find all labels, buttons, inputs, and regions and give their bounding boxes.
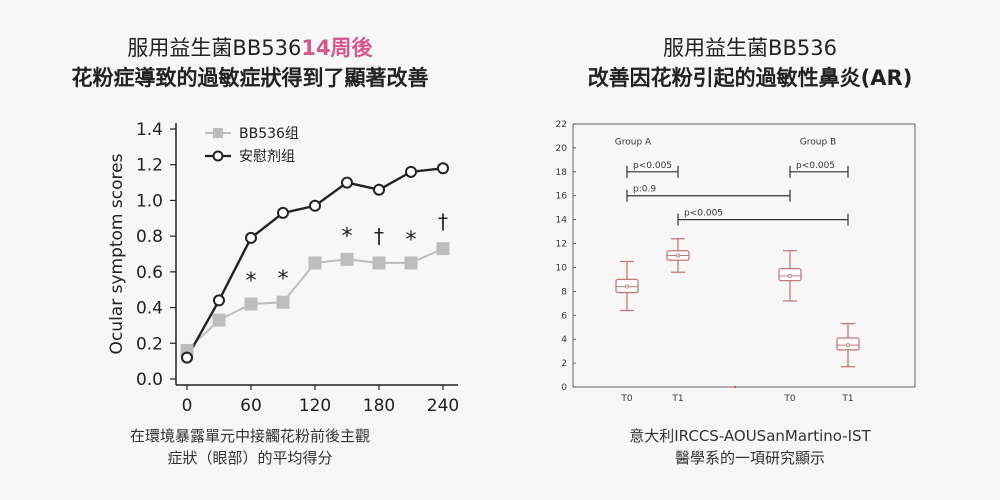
box-mean-point: [845, 343, 851, 348]
box-y-tick-label: 18: [556, 168, 568, 178]
line-chart: 0.0 0.2 0.4 0.6 0.8 1.0 1.2 1.4 0 60 120 180 240 Ocul…: [107, 120, 459, 416]
group-a-label: Group A: [615, 137, 652, 147]
bb536-data-point: [244, 297, 258, 311]
right-title-line2: 改善因花粉引起的過敏性鼻炎(AR): [587, 66, 913, 90]
bb536-data-point: [340, 252, 354, 266]
bb536-data-point: [308, 256, 322, 270]
y-axis-label: Ocular symptom scores: [107, 153, 127, 354]
box-y-tick-label: 16: [556, 192, 568, 202]
x-tick-label: 240: [427, 396, 459, 416]
bb536-data-point: [436, 242, 450, 256]
bb536-data-point: [372, 256, 386, 270]
left-title-text: 服用益生菌BB536: [127, 36, 302, 60]
legend-bb536-label: BB536组: [239, 126, 299, 142]
p-value-label: p<0.005: [633, 161, 672, 171]
right-caption-line1: 意大利IRCCS-AOUSanMartino-IST: [629, 427, 871, 445]
significance-marker: *: [278, 267, 289, 292]
right-title: 服用益生菌BB536 改善因花粉引起的過敏性鼻炎(AR): [500, 33, 1000, 93]
bb536-data-point: [404, 256, 418, 270]
bb536-data-point: [276, 295, 290, 309]
box-y-tick-label: 12: [556, 240, 567, 250]
x-tick-label: 0: [182, 396, 193, 416]
placebo-data-point: [181, 351, 193, 364]
box-mean-point: [624, 284, 630, 289]
x-tick-label: 120: [299, 396, 331, 416]
axis-dot: [733, 385, 737, 389]
placebo-data-point: [245, 231, 257, 244]
y-tick-label: 0.0: [136, 370, 163, 390]
box-y-tick-label: 2: [561, 359, 567, 369]
y-tick-label: 1.4: [136, 120, 163, 140]
legend-placebo-marker: [212, 150, 224, 162]
box-y-tick-label: 14: [556, 216, 568, 226]
box-x-label: T0: [620, 394, 632, 404]
placebo-data-point: [437, 162, 449, 175]
left-title: 服用益生菌BB53614周後 花粉症導致的過敏症狀得到了顯著改善: [0, 33, 500, 93]
placebo-data-point: [341, 176, 353, 189]
left-caption-line1: 在環境暴露單元中接觸花粉前後主觀: [129, 427, 370, 445]
box-plot-frame: [572, 123, 916, 388]
left-title-line1: 服用益生菌BB53614周後: [0, 33, 500, 63]
significance-marker: *: [246, 269, 257, 294]
bb536-data-point: [212, 313, 226, 327]
left-title-accent: 14周後: [301, 36, 373, 60]
placebo-data-point: [373, 183, 385, 196]
box-y-tick-label: 10: [556, 263, 568, 273]
right-caption-line2: 醫學系的一項研究顯示: [674, 449, 825, 467]
placebo-data-point: [405, 165, 417, 178]
significance-marker: †: [374, 224, 384, 248]
box-y-tick-label: 6: [561, 311, 567, 321]
box-x-label: T1: [841, 394, 853, 404]
significance-marker: †: [438, 210, 448, 234]
box-y-tick-label: 22: [556, 120, 567, 130]
legend-placebo-label: 安慰剂组: [239, 148, 295, 165]
x-tick-label: 180: [363, 396, 395, 416]
left-caption-line2: 症狀（眼部）的平均得分: [167, 449, 333, 467]
box-x-label: T1: [671, 394, 683, 404]
box-y-tick-label: 0: [561, 383, 567, 393]
box-chart: 0 2 4 6 8 10 12 14 16 18 20 22 T0 T1 T0 T1 Group A Group …: [556, 120, 916, 404]
placebo-data-point: [277, 206, 289, 219]
box-mean-point: [675, 253, 681, 258]
right-panel: 服用益生菌BB536 改善因花粉引起的過敏性鼻炎(AR) 0 2 4 6 8 10 12 14…: [500, 0, 1000, 500]
left-panel: 服用益生菌BB53614周後 花粉症導致的過敏症狀得到了顯著改善 0.0 0.2 0…: [0, 33, 500, 469]
y-tick-label: 1.0: [136, 191, 163, 211]
p-value-label: p<0.005: [796, 161, 835, 171]
right-caption: 意大利IRCCS-AOUSanMartino-IST 醫學系的一項研究顯示: [500, 425, 1000, 469]
y-tick-label: 1.2: [136, 156, 163, 176]
right-title-line1: 服用益生菌BB536: [663, 36, 837, 60]
left-caption: 在環境暴露單元中接觸花粉前後主觀 症狀（眼部）的平均得分: [0, 425, 500, 469]
y-tick-label: 0.8: [136, 227, 163, 247]
box-x-label: T0: [783, 394, 795, 404]
p-value-label: p:0.9: [633, 185, 656, 195]
box-mean-point: [787, 273, 793, 278]
group-b-label: Group B: [800, 137, 836, 147]
x-tick-label: 60: [240, 396, 262, 416]
significance-marker: *: [406, 228, 417, 253]
placebo-data-point: [213, 294, 225, 307]
box-y-tick-label: 8: [561, 287, 567, 297]
left-title-line2: 花粉症導致的過敏症狀得到了顯著改善: [71, 66, 429, 90]
significance-marker: *: [342, 224, 353, 249]
p-value-label: p<0.005: [684, 209, 723, 219]
box-y-tick-label: 4: [561, 335, 567, 345]
y-tick-label: 0.4: [136, 299, 163, 319]
box-y-tick-label: 20: [556, 144, 568, 154]
y-tick-label: 0.2: [136, 334, 163, 354]
legend-bb536-marker: [213, 128, 223, 138]
placebo-data-point: [309, 199, 321, 212]
y-tick-label: 0.6: [136, 263, 163, 283]
